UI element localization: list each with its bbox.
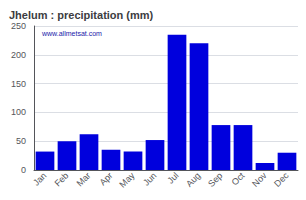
svg-text:Dec: Dec xyxy=(272,170,291,189)
svg-text:Jun: Jun xyxy=(141,170,158,187)
svg-text:Sep: Sep xyxy=(206,170,224,188)
svg-text:Jul: Jul xyxy=(165,170,180,185)
svg-text:0: 0 xyxy=(21,165,26,175)
svg-text:Jhelum : precipitation (mm): Jhelum : precipitation (mm) xyxy=(9,9,154,21)
svg-text:Jan: Jan xyxy=(31,170,48,187)
svg-text:250: 250 xyxy=(11,21,26,31)
svg-text:Nov: Nov xyxy=(250,170,269,189)
svg-text:Mar: Mar xyxy=(75,170,93,188)
svg-text:200: 200 xyxy=(11,50,26,60)
svg-text:50: 50 xyxy=(16,136,26,146)
svg-text:150: 150 xyxy=(11,79,26,89)
svg-text:Oct: Oct xyxy=(230,170,247,187)
svg-text:Aug: Aug xyxy=(184,170,202,188)
svg-text:May: May xyxy=(117,170,136,189)
svg-text:100: 100 xyxy=(11,107,26,117)
svg-text:Apr: Apr xyxy=(98,170,115,187)
svg-text:Feb: Feb xyxy=(53,170,71,188)
svg-text:www.allmetsat.com: www.allmetsat.com xyxy=(41,30,102,37)
